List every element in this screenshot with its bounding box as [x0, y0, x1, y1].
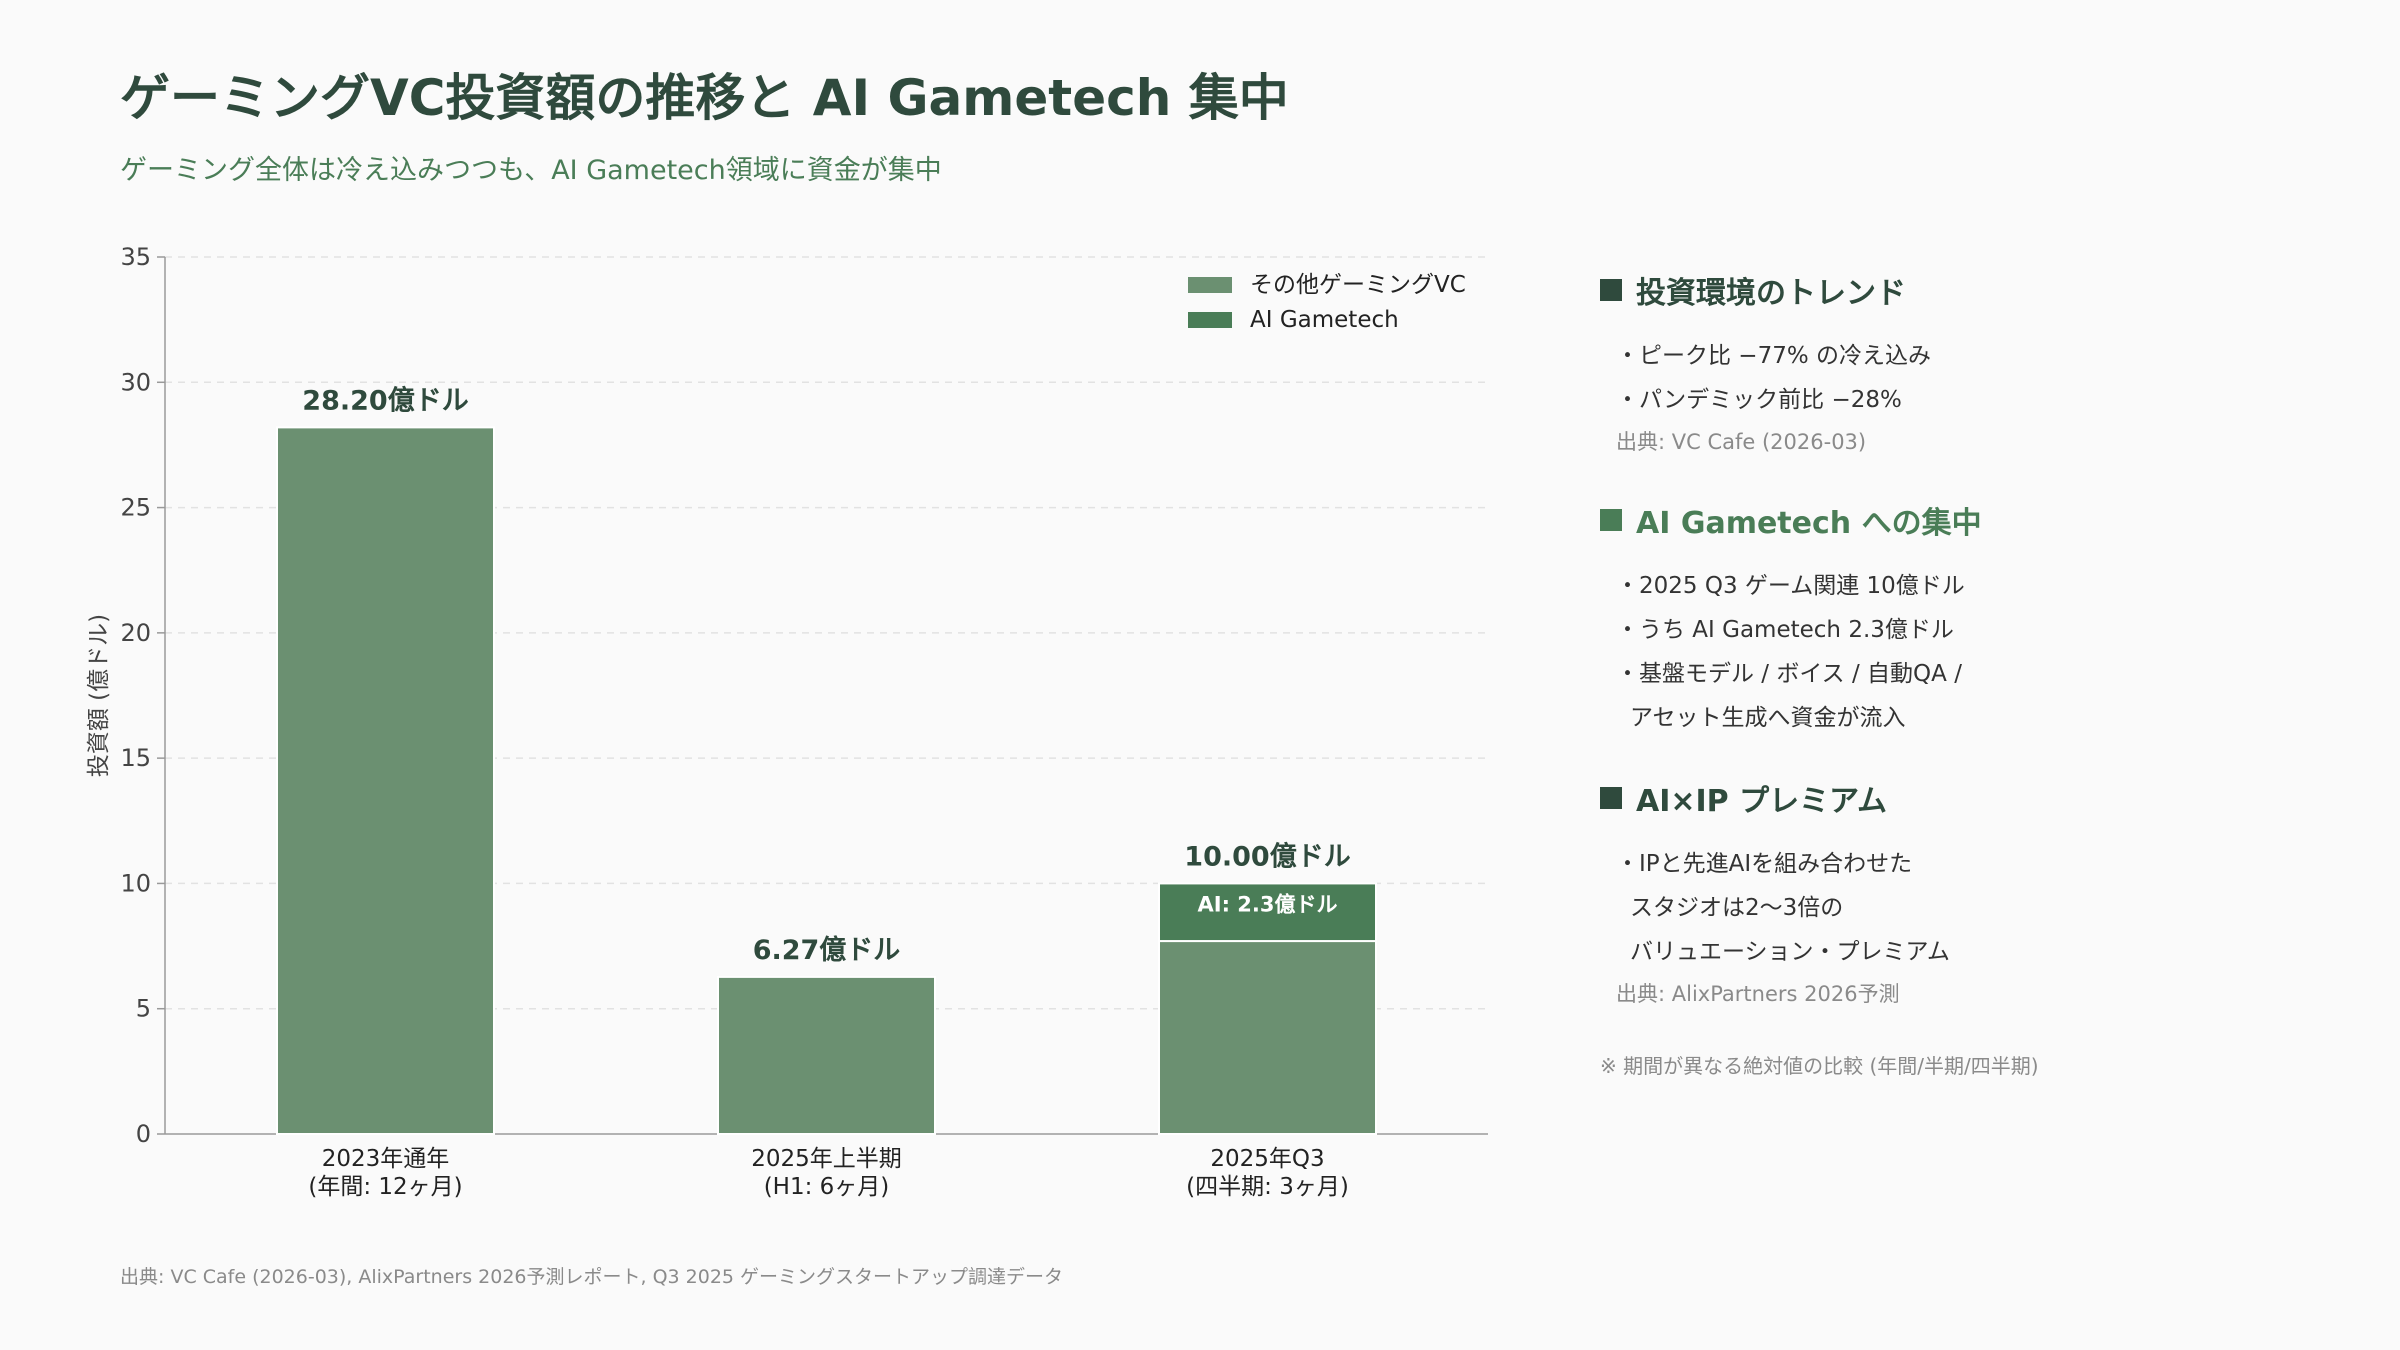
source-note: 出典: AlixPartners 2026予測: [1616, 982, 1900, 1006]
legend-swatch: [1188, 312, 1232, 328]
y-tick-label: 35: [120, 243, 151, 271]
square-bullet-icon: [1600, 787, 1622, 809]
y-tick-label: 25: [120, 494, 151, 522]
bullet-item: ・IPと先進AIを組み合わせた: [1616, 851, 1913, 877]
x-category-label: (H1: 6ヶ月): [764, 1174, 890, 1200]
bar-total-label: 28.20億ドル: [302, 385, 468, 416]
y-axis-title: 投資額 (億ドル): [86, 614, 112, 777]
y-tick-label: 30: [120, 368, 151, 396]
x-category-label: (四半期: 3ヶ月): [1186, 1174, 1349, 1200]
y-tick-label: 20: [120, 619, 151, 647]
bullet-item: ・パンデミック前比 −28%: [1616, 387, 1902, 413]
source-note: 出典: VC Cafe (2026-03): [1616, 430, 1867, 454]
bullet-item-continuation: スタジオは2〜3倍の: [1630, 895, 1844, 921]
bullet-item: ・うち AI Gametech 2.3億ドル: [1616, 617, 1954, 643]
y-tick-label: 15: [120, 744, 151, 772]
section-heading-text: 投資環境のトレンド: [1636, 276, 1906, 311]
section-ai-gametech: AI Gametech への集中 ・2025 Q3 ゲーム関連 10億ドル ・う…: [1600, 498, 2360, 740]
bullet-item: ・2025 Q3 ゲーム関連 10億ドル: [1616, 573, 1965, 599]
square-bullet-icon: [1600, 509, 1622, 531]
section-heading-text: AI Gametech への集中: [1636, 506, 1982, 541]
x-category-label: 2025年上半期: [751, 1146, 902, 1172]
section-investment-trend: 投資環境のトレンド ・ピーク比 −77% の冷え込み ・パンデミック前比 −28…: [1600, 268, 2360, 462]
comparison-note: ※ 期間が異なる絶対値の比較 (年間/半期/四半期): [1600, 1054, 2039, 1078]
bar-chart: 0 5 10 15 20 25 30 35 投資額 (億ドル) 28.20億ドル 2023年通年(年…: [86, 243, 1488, 1200]
bullet-item-continuation: アセット生成へ資金が流入: [1630, 705, 1906, 731]
insights-panel: 投資環境のトレンド ・ピーク比 −77% の冷え込み ・パンデミック前比 −28…: [1600, 268, 2360, 1079]
square-bullet-icon: [1600, 279, 1622, 301]
x-category-label: (年間: 12ヶ月): [308, 1174, 462, 1200]
y-tick-label: 0: [136, 1120, 151, 1148]
x-category-label: 2025年Q3: [1210, 1146, 1324, 1172]
section-heading-text: AI×IP プレミアム: [1636, 784, 1888, 819]
page-title: ゲーミングVC投資額の推移と AI Gametech 集中: [120, 69, 1289, 127]
bar-total-label: 6.27億ドル: [753, 935, 901, 966]
page-subtitle: ゲーミング全体は冷え込みつつも、AI Gametech領域に資金が集中: [120, 155, 942, 186]
footer-source: 出典: VC Cafe (2026-03), AlixPartners 2026…: [120, 1266, 1064, 1288]
bar-segment: [1158, 940, 1377, 1135]
bullet-item-continuation: バリュエーション・プレミアム: [1630, 939, 1950, 965]
bar-segment: [1158, 882, 1377, 943]
legend-swatch: [1188, 277, 1232, 293]
section-heading: 投資環境のトレンド: [1600, 268, 2360, 312]
y-tick-label: 10: [120, 869, 151, 897]
bar-segment: [717, 975, 936, 1136]
bar-segment: [276, 426, 495, 1136]
legend-label: その他ゲーミングVC: [1250, 272, 1466, 298]
bullet-item: ・基盤モデル / ボイス / 自動QA /: [1616, 661, 1962, 687]
bar-segment-label: AI: 2.3億ドル: [1198, 892, 1338, 916]
bullet-item: ・ピーク比 −77% の冷え込み: [1616, 343, 1932, 369]
legend-label: AI Gametech: [1250, 307, 1399, 333]
section-heading: AI Gametech への集中: [1600, 498, 2360, 542]
x-category-label: 2023年通年: [322, 1146, 450, 1172]
bar-total-label: 10.00億ドル: [1184, 841, 1350, 872]
section-ai-ip-premium: AI×IP プレミアム ・IPと先進AIを組み合わせた スタジオは2〜3倍の バ…: [1600, 776, 2360, 1014]
y-tick-label: 5: [136, 995, 151, 1023]
section-heading: AI×IP プレミアム: [1600, 776, 2360, 820]
